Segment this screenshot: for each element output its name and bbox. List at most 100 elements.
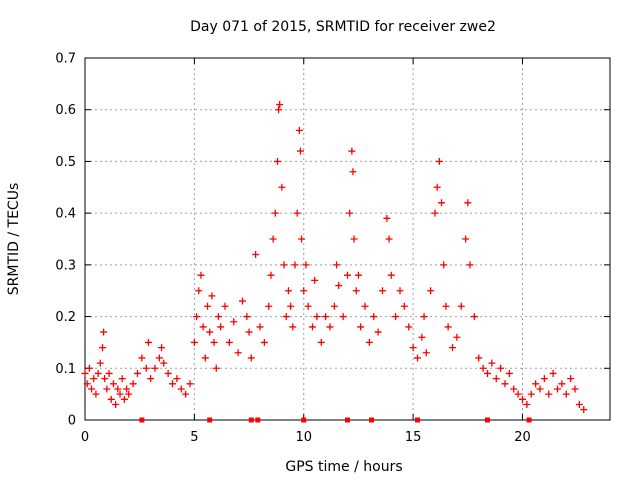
data-point (280, 261, 288, 269)
data-point (289, 323, 297, 331)
data-point (125, 390, 133, 398)
data-point (221, 302, 229, 310)
data-point (405, 323, 413, 331)
data-point (291, 261, 299, 269)
data-point (444, 323, 452, 331)
baseline-marker (369, 417, 375, 423)
data-point (510, 385, 518, 393)
data-point (492, 375, 500, 383)
data-point (120, 395, 128, 403)
data-point (158, 344, 166, 352)
data-point (348, 147, 356, 155)
data-point (536, 385, 544, 393)
data-point (144, 338, 152, 346)
data-point (293, 209, 301, 217)
data-point (243, 313, 251, 321)
data-point (549, 369, 557, 377)
data-point (138, 354, 146, 362)
data-point (374, 328, 382, 336)
data-point (81, 369, 89, 377)
y-tick-label: 0.5 (55, 155, 76, 170)
data-point (344, 271, 351, 279)
y-tick-label: 0.6 (55, 103, 76, 118)
data-point (160, 359, 168, 367)
data-point (256, 323, 264, 331)
data-point (265, 302, 273, 310)
data-point (438, 199, 446, 207)
data-point (287, 302, 295, 310)
y-tick-label: 0.7 (55, 52, 76, 67)
data-point (210, 338, 218, 346)
data-point (571, 385, 579, 393)
grid-lines (85, 58, 610, 420)
data-point (335, 282, 343, 290)
x-tick-label: 0 (81, 430, 89, 445)
data-point (567, 375, 575, 383)
data-point (396, 287, 404, 295)
data-point (129, 380, 137, 388)
data-point (96, 359, 104, 367)
data-point (245, 328, 253, 336)
data-point (420, 313, 428, 321)
data-point (155, 354, 163, 362)
data-point (505, 369, 513, 377)
data-point (392, 313, 400, 321)
data-point (151, 364, 159, 372)
data-point (352, 287, 360, 295)
data-point (99, 344, 106, 352)
data-point (523, 400, 531, 408)
data-point (252, 251, 260, 259)
data-point (484, 369, 491, 377)
data-point (212, 364, 220, 372)
data-point (357, 323, 365, 331)
data-point (462, 235, 470, 243)
data-point (304, 302, 312, 310)
data-point (365, 338, 373, 346)
data-point (274, 157, 281, 165)
baseline-marker (139, 417, 145, 423)
data-point (123, 385, 131, 393)
baseline-marker (526, 417, 532, 423)
data-point (354, 271, 362, 279)
data-point (204, 302, 211, 310)
data-point (109, 380, 117, 388)
data-point (164, 369, 172, 377)
data-point (94, 369, 102, 377)
baseline-markers (139, 417, 532, 423)
data-point (296, 147, 304, 155)
x-tick-label: 10 (295, 430, 312, 445)
data-point (466, 261, 474, 269)
data-point (114, 385, 122, 393)
data-point (414, 354, 421, 362)
data-point (190, 338, 198, 346)
data-point (435, 157, 443, 165)
y-tick-label: 0 (68, 414, 76, 429)
data-point (317, 338, 325, 346)
data-point (558, 380, 566, 388)
chart-title: Day 071 of 2015, SRMTID for receiver zwe… (190, 19, 496, 35)
data-point (350, 235, 358, 243)
y-axis-label: SRMTID / TECUs (6, 183, 22, 296)
data-point (575, 400, 583, 408)
baseline-marker (345, 417, 350, 423)
data-point (101, 375, 109, 383)
data-point (134, 369, 141, 377)
data-point (488, 359, 496, 367)
data-point (118, 375, 126, 383)
data-point (85, 364, 93, 372)
data-point (186, 380, 194, 388)
data-point (562, 390, 570, 398)
data-point (442, 302, 450, 310)
data-point (470, 313, 478, 321)
data-point (497, 364, 505, 372)
data-point (349, 168, 357, 176)
data-point (339, 313, 347, 321)
data-point (475, 354, 483, 362)
data-point (193, 313, 201, 321)
data-point (112, 400, 120, 408)
data-point (247, 354, 255, 362)
data-point (457, 302, 465, 310)
data-point (346, 209, 354, 217)
data-point (545, 390, 553, 398)
